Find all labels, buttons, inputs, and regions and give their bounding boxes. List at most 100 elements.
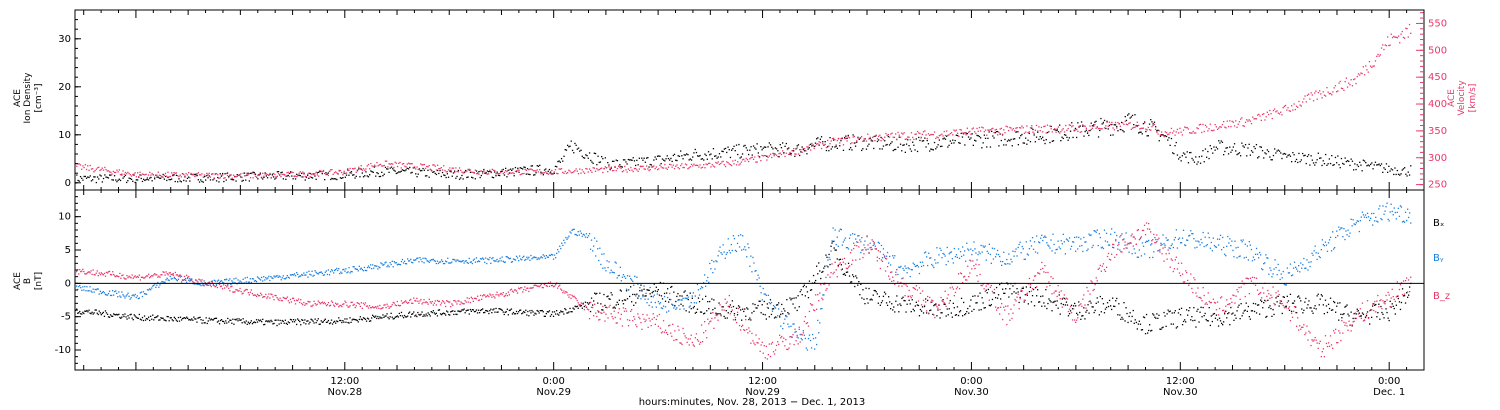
- data-point: [116, 169, 118, 171]
- data-point: [115, 276, 117, 278]
- data-point: [1317, 293, 1319, 295]
- data-point: [1141, 133, 1143, 135]
- data-point: [773, 153, 775, 155]
- data-point: [983, 307, 985, 309]
- data-point: [545, 171, 547, 173]
- data-point: [890, 264, 892, 266]
- data-point: [1124, 320, 1126, 322]
- data-point: [482, 308, 484, 310]
- data-point: [795, 153, 797, 155]
- data-point: [483, 170, 485, 172]
- data-point: [676, 159, 678, 162]
- data-point: [664, 300, 667, 302]
- data-point: [1205, 318, 1207, 321]
- data-point: [1096, 297, 1098, 299]
- data-point: [82, 286, 84, 288]
- data-point: [514, 170, 517, 172]
- data-point: [183, 317, 186, 319]
- data-point: [1371, 162, 1373, 164]
- data-point: [78, 163, 80, 165]
- data-point: [227, 317, 229, 320]
- data-point: [1257, 114, 1259, 116]
- data-point: [481, 309, 483, 311]
- data-point: [1203, 315, 1205, 317]
- data-point: [1248, 119, 1250, 121]
- data-point: [169, 272, 171, 274]
- data-point: [1372, 224, 1374, 226]
- data-point: [958, 257, 961, 259]
- data-point: [954, 256, 957, 258]
- data-point: [341, 321, 343, 324]
- data-point: [405, 166, 407, 168]
- data-point: [355, 171, 357, 173]
- data-point: [447, 257, 449, 259]
- data-point: [1065, 134, 1067, 136]
- data-point: [695, 302, 698, 304]
- data-point: [225, 320, 227, 322]
- data-point: [727, 146, 729, 148]
- data-point: [152, 174, 154, 176]
- data-point: [618, 274, 620, 277]
- data-point: [899, 303, 901, 305]
- data-point: [1136, 125, 1138, 127]
- data-point: [976, 302, 978, 304]
- data-point: [1086, 249, 1088, 252]
- data-point: [743, 145, 745, 147]
- data-point: [709, 300, 711, 303]
- data-point: [190, 278, 192, 281]
- data-point: [103, 292, 106, 294]
- data-point: [581, 155, 583, 157]
- data-point: [252, 321, 255, 324]
- data-point: [1098, 314, 1100, 316]
- data-point: [687, 298, 689, 301]
- data-point: [411, 261, 413, 263]
- data-point: [1082, 124, 1084, 126]
- data-point: [1297, 106, 1299, 108]
- data-point: [287, 321, 289, 323]
- data-point: [965, 260, 967, 262]
- data-point: [216, 321, 219, 323]
- data-point: [1328, 239, 1331, 241]
- data-point: [458, 167, 461, 169]
- data-point: [591, 161, 593, 163]
- data-point: [748, 153, 750, 156]
- data-point: [663, 159, 665, 161]
- data-point: [1235, 317, 1237, 319]
- data-point: [1279, 278, 1281, 281]
- data-point: [653, 283, 655, 285]
- data-point: [726, 252, 728, 254]
- data-point: [741, 249, 743, 251]
- data-point: [486, 173, 489, 175]
- data-point: [331, 169, 333, 171]
- data-point: [430, 259, 432, 261]
- data-point: [1012, 138, 1015, 140]
- data-point: [904, 151, 906, 153]
- data-point: [1280, 300, 1282, 302]
- data-point: [1353, 313, 1355, 315]
- data-point: [290, 172, 292, 174]
- data-point: [688, 159, 690, 161]
- data-point: [301, 172, 303, 174]
- data-point: [1249, 154, 1251, 156]
- data-point: [95, 289, 97, 291]
- data-point: [1390, 33, 1392, 35]
- data-point: [1105, 306, 1108, 309]
- data-point: [186, 174, 189, 176]
- data-point: [1334, 156, 1337, 159]
- data-point: [472, 309, 474, 311]
- data-point: [1300, 300, 1302, 302]
- data-point: [505, 170, 507, 172]
- data-point: [1076, 236, 1078, 238]
- data-point: [1281, 312, 1283, 315]
- data-point: [524, 166, 526, 169]
- data-point: [1252, 151, 1254, 153]
- data-point: [964, 144, 966, 146]
- data-point: [533, 314, 535, 316]
- data-point: [673, 168, 676, 170]
- data-point: [729, 164, 732, 166]
- data-point: [1178, 132, 1180, 134]
- data-point: [577, 173, 580, 175]
- data-point: [185, 279, 187, 281]
- data-point: [1039, 136, 1041, 138]
- data-point: [1102, 122, 1104, 125]
